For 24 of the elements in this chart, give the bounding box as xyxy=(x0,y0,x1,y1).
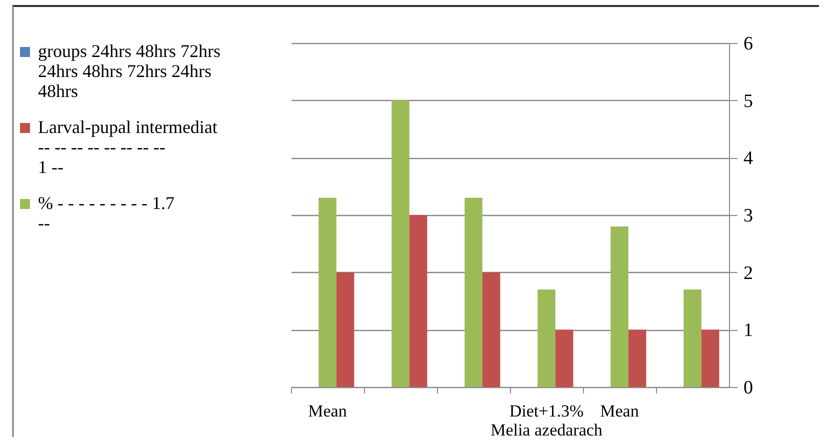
y-tick-label: 5 xyxy=(744,90,753,112)
y-tick-label: 3 xyxy=(744,206,753,226)
y-tick-label: 4 xyxy=(744,148,754,170)
bar xyxy=(538,290,556,387)
x-tick-label: Mean xyxy=(308,402,348,420)
y-tick-label: 1 xyxy=(744,320,753,342)
legend-label: groups 24hrs 48hrs 72hrs 24hrs 48hrs 72hrs 24hrs 48hrs xyxy=(38,41,220,101)
bar xyxy=(701,330,720,387)
bar xyxy=(336,272,354,387)
x-tick-label: Mean xyxy=(600,402,640,420)
legend-label: Larval-pupal intermediat -- -- -- -- -- -- -- -- 1 -- xyxy=(38,117,218,177)
bar xyxy=(482,272,500,387)
bar xyxy=(610,226,628,387)
legend-label: % - - - - - - - - - 1.7 -- xyxy=(38,193,174,233)
bar xyxy=(628,330,646,387)
y-tick-label: 2 xyxy=(744,262,753,284)
bar xyxy=(555,330,574,387)
bar xyxy=(464,198,482,387)
y-tick-label: 0 xyxy=(744,378,753,398)
bar xyxy=(409,215,428,387)
bar xyxy=(318,198,336,387)
bar xyxy=(392,100,410,387)
bar xyxy=(684,290,702,387)
y-tick-label: 6 xyxy=(744,34,753,54)
